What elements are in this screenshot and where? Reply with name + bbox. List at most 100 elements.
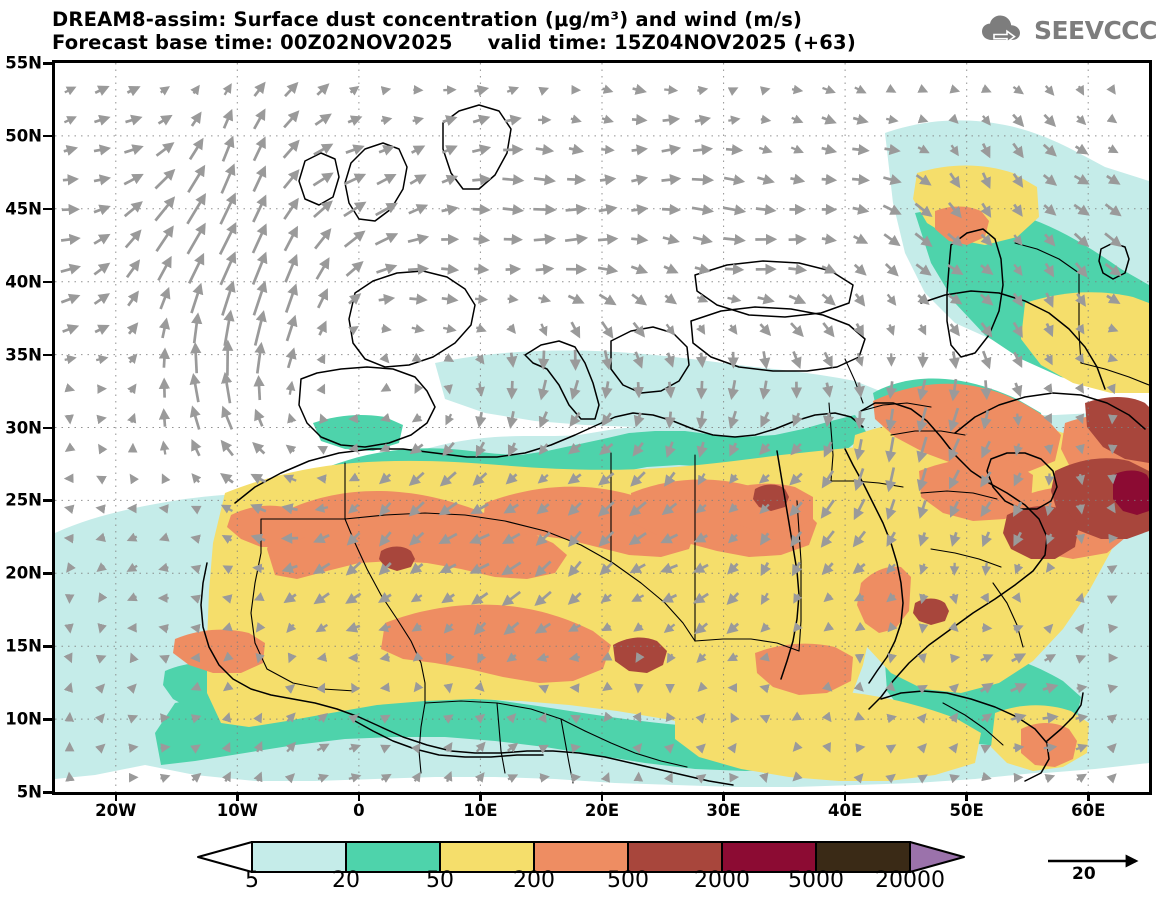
wind-arrow bbox=[96, 414, 107, 425]
wind-arrow bbox=[884, 263, 899, 277]
wind-arrow bbox=[600, 593, 613, 604]
wind-arrow bbox=[221, 594, 233, 604]
wind-arrow bbox=[631, 233, 649, 245]
wind-arrow bbox=[473, 621, 487, 636]
wind-arrow bbox=[63, 504, 75, 514]
wind-arrow bbox=[1074, 623, 1085, 635]
wind-arrow bbox=[1043, 322, 1054, 338]
wind-arrow bbox=[600, 772, 610, 783]
wind-arrow bbox=[661, 144, 682, 156]
wind-arrow bbox=[254, 341, 266, 374]
wind-arrow bbox=[316, 682, 326, 694]
wind-arrow bbox=[218, 221, 237, 256]
wind-arrow bbox=[664, 471, 676, 487]
wind-arrow bbox=[1075, 654, 1087, 664]
wind-arrow bbox=[948, 407, 960, 432]
wind-arrow bbox=[502, 204, 525, 216]
wind-arrow bbox=[533, 233, 557, 245]
wind-arrow bbox=[661, 592, 678, 603]
wind-arrow bbox=[190, 282, 204, 314]
wind-arrow bbox=[885, 381, 898, 400]
wind-arrow bbox=[63, 116, 77, 125]
wind-arrow bbox=[980, 263, 994, 275]
wind-arrow bbox=[255, 622, 266, 633]
wind-arrow bbox=[315, 623, 329, 633]
wind-arrow bbox=[474, 84, 490, 97]
wind-arrow bbox=[253, 375, 265, 401]
wind-arrow bbox=[409, 293, 428, 305]
wind-arrow bbox=[1106, 595, 1118, 605]
wind-arrow bbox=[792, 621, 803, 633]
wind-arrow bbox=[823, 592, 834, 603]
wind-arrow bbox=[694, 263, 712, 275]
wind-arrow bbox=[1043, 444, 1054, 455]
seevccc-logo: SEEVCCC bbox=[981, 12, 1158, 48]
y-axis-tick-mark bbox=[43, 791, 52, 794]
wind-arrow bbox=[821, 562, 834, 576]
wind-arrow bbox=[885, 324, 895, 336]
wind-arrow bbox=[376, 263, 398, 275]
wind-arrow bbox=[1012, 84, 1024, 95]
wind-arrow bbox=[790, 144, 804, 154]
wind-arrow bbox=[285, 741, 297, 753]
wind-arrow bbox=[570, 743, 581, 754]
wind-arrow bbox=[853, 439, 866, 461]
wind-arrow bbox=[565, 203, 588, 216]
wind-arrow bbox=[223, 309, 235, 347]
wind-arrow bbox=[154, 196, 176, 222]
wind-arrow bbox=[947, 232, 964, 247]
wind-arrow bbox=[728, 502, 739, 513]
wind-arrow bbox=[567, 472, 582, 485]
wind-arrow bbox=[65, 771, 75, 782]
wind-arrow bbox=[1012, 113, 1025, 128]
wind-arrow bbox=[348, 472, 360, 482]
y-axis-tick-mark bbox=[43, 572, 52, 575]
wind-arrow bbox=[630, 471, 646, 487]
wind-arrow bbox=[570, 114, 582, 124]
wind-arrow bbox=[1104, 232, 1123, 248]
wind-arrow bbox=[443, 384, 453, 395]
wind-arrow bbox=[727, 562, 739, 575]
wind-arrow bbox=[695, 743, 706, 754]
wind-arrow bbox=[159, 86, 170, 96]
wind-arrow bbox=[569, 379, 581, 400]
wind-arrow bbox=[852, 233, 869, 244]
wind-arrow bbox=[853, 322, 864, 337]
x-axis-tick-mark bbox=[114, 792, 118, 801]
wind-arrow bbox=[222, 565, 234, 575]
wind-arrow bbox=[916, 436, 928, 463]
wind-arrow bbox=[251, 251, 268, 286]
y-axis-tick-mark bbox=[43, 62, 52, 65]
wind-arrow bbox=[885, 681, 896, 692]
wind-arrow bbox=[64, 442, 76, 453]
wind-arrow bbox=[692, 144, 714, 156]
wind-arrow bbox=[443, 353, 455, 363]
wind-arrow bbox=[314, 113, 332, 126]
wind-arrow bbox=[348, 85, 360, 96]
wind-arrow bbox=[469, 562, 490, 574]
wind-arrow bbox=[821, 113, 837, 125]
y-axis-labels: 55N 50N 45N 40N 35N 30N 25N 20N 15N 10N 5N bbox=[0, 0, 52, 907]
wind-arrow bbox=[759, 532, 772, 546]
wind-arrow bbox=[124, 229, 142, 249]
wind-arrow bbox=[980, 84, 992, 93]
wind-arrow bbox=[190, 505, 202, 515]
wind-arrow bbox=[441, 204, 459, 216]
wind-arrow bbox=[506, 323, 516, 335]
wind-arrow bbox=[727, 742, 737, 754]
wind-arrow bbox=[1075, 504, 1086, 515]
wind-arrow bbox=[980, 233, 993, 247]
wind-arrow bbox=[727, 533, 739, 544]
x-axis-tick-mark bbox=[236, 792, 239, 801]
wind-arrow bbox=[917, 653, 927, 664]
wind-arrow bbox=[253, 81, 266, 97]
wind-arrow bbox=[282, 169, 300, 189]
wind-arrow bbox=[821, 263, 837, 274]
wind-arrow bbox=[1044, 654, 1057, 664]
wind-arrow bbox=[887, 653, 897, 664]
wind-arrow bbox=[126, 562, 138, 572]
wind-arrow bbox=[471, 591, 489, 605]
wind-arrow bbox=[790, 322, 804, 338]
wind-arrow bbox=[792, 741, 803, 752]
wind-arrow bbox=[284, 283, 299, 313]
